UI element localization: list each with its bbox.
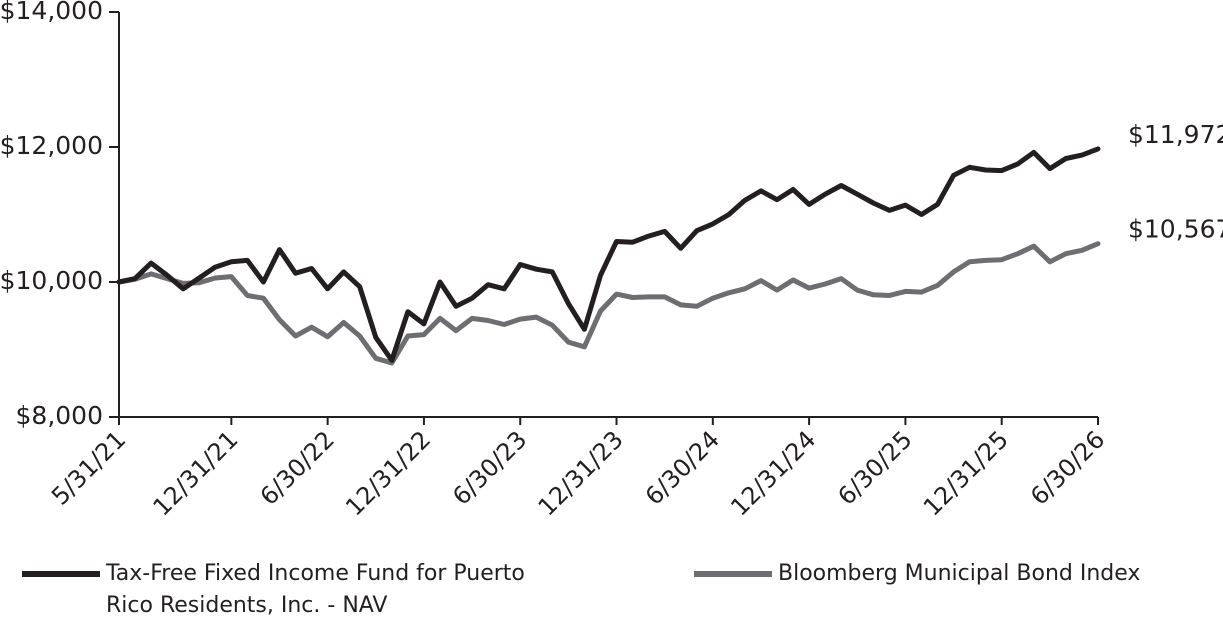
line-chart: $8,000$10,000$12,000$14,000 5/31/21 12/31… [0,0,1223,521]
x-tick-label: 6/30/23 [447,425,532,510]
end-labels: $11,972 $10,567 [1128,120,1223,244]
legend-item-fund: Tax-Free Fixed Income Fund for Puerto Ri… [22,558,582,622]
y-tick-label: $14,000 [0,0,103,25]
x-tick-label: 12/31/23 [533,425,629,521]
legend-swatch-index [694,571,772,577]
legend-swatch-fund [22,571,100,577]
y-tick-label: $12,000 [0,131,103,160]
x-tick-label: 12/31/21 [148,425,244,521]
x-tick-label: 12/31/24 [725,425,821,521]
y-axis: $8,000 $10,000 $12,000 $14,000 [0,0,120,430]
x-tick-label: 6/30/25 [832,425,917,510]
fund-nav-line [116,146,1101,363]
series-lines [116,146,1101,366]
x-axis: 5/31/21 12/31/21 6/30/22 12/31/22 6/30/23 12/… [46,416,1110,521]
index-end-value-label: $10,567 [1128,215,1223,244]
x-tick-label: 6/30/24 [640,425,725,510]
legend-label-fund: Tax-Free Fixed Income Fund for Puerto Ri… [106,561,525,618]
x-tick-label: 6/30/22 [255,425,340,510]
y-tick-label: $10,000 [0,266,103,295]
x-tick-label: 5/31/21 [46,425,131,510]
x-tick-label: 6/30/26 [1025,425,1110,510]
fund-end-value-label: $11,972 [1128,120,1223,149]
bloomberg-index-line [116,241,1101,366]
y-tick-label: $8,000 [16,401,103,430]
x-tick-label: 12/31/22 [340,425,436,521]
legend-item-index: Bloomberg Municipal Bond Index [694,558,1140,590]
legend-label-index: Bloomberg Municipal Bond Index [778,561,1141,586]
x-tick-label: 12/31/25 [918,425,1014,521]
